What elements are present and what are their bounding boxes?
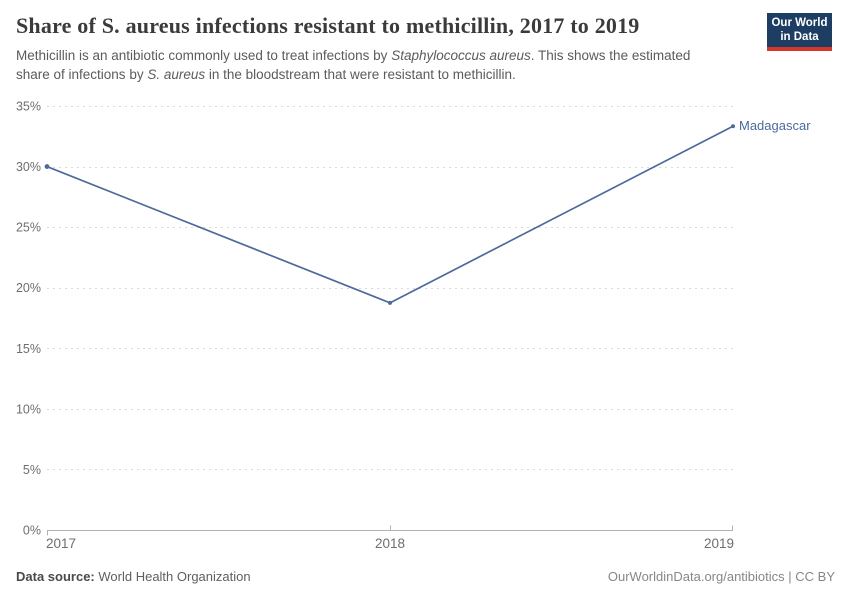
subtitle-italic-species-short: S. aureus bbox=[147, 67, 206, 83]
y-axis-tick-label: 30% bbox=[16, 160, 41, 174]
series-label-madagascar[interactable]: Madagascar bbox=[739, 118, 811, 134]
y-axis-tick-label: 0% bbox=[23, 524, 41, 538]
subtitle-text: Methicillin is an antibiotic commonly us… bbox=[16, 48, 392, 63]
data-point[interactable] bbox=[388, 300, 392, 305]
subtitle-text: . This shows the estimated share of infe… bbox=[16, 48, 691, 83]
subtitle-text: in the bloodstream that were resistant t… bbox=[205, 67, 516, 83]
data-source: Data source: World Health Organization bbox=[16, 569, 251, 584]
owid-logo[interactable]: Our World in Data bbox=[767, 13, 832, 51]
owid-logo-line2: in Data bbox=[780, 30, 819, 43]
y-axis-tick-label: 15% bbox=[16, 342, 41, 356]
owid-logo-text: Our World in Data bbox=[767, 13, 832, 47]
y-axis-tick-label: 25% bbox=[16, 221, 41, 235]
x-axis-tick-label: 2018 bbox=[375, 536, 405, 551]
y-axis-tick-label: 10% bbox=[16, 402, 41, 416]
owid-logo-line1: Our World bbox=[771, 17, 828, 29]
credit-link[interactable]: OurWorldinData.org/antibiotics | CC BY bbox=[607, 569, 835, 584]
data-point[interactable] bbox=[731, 124, 735, 129]
data-source-label: Data source: bbox=[16, 569, 95, 584]
chart-subtitle: Methicillin is an antibiotic commonly us… bbox=[16, 46, 694, 84]
x-axis-tick-label: 2017 bbox=[46, 536, 76, 551]
subtitle-italic-species: Staphylococcus aureus bbox=[391, 48, 531, 63]
data-source-value: World Health Organization bbox=[98, 569, 251, 584]
x-axis-tick-label: 2019 bbox=[704, 536, 734, 551]
data-point[interactable] bbox=[44, 164, 50, 169]
chart-title: Share of S. aureus infections resistant … bbox=[16, 13, 640, 38]
y-axis-tick-label: 35% bbox=[16, 100, 41, 114]
y-axis-tick-label: 5% bbox=[23, 463, 41, 477]
y-axis-tick-label: 20% bbox=[16, 281, 41, 295]
line-series-madagascar[interactable] bbox=[46, 125, 734, 304]
owid-logo-stripe bbox=[767, 47, 832, 51]
